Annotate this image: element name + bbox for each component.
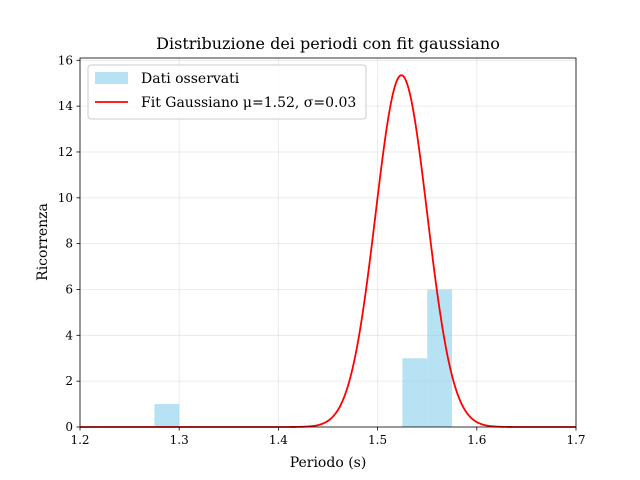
y-tick-label: 0	[65, 420, 73, 434]
legend-label-fit: Fit Gaussiano μ=1.52, σ=0.03	[141, 95, 356, 111]
x-ticks: 1.2 1.3 1.4 1.5 1.6 1.7	[70, 427, 586, 447]
y-tick-label: 12	[58, 145, 73, 159]
histogram-bar	[402, 358, 428, 427]
y-tick-label: 6	[65, 282, 73, 296]
chart-title: Distribuzione dei periodi con fit gaussi…	[156, 34, 500, 53]
y-tick-label: 8	[65, 237, 73, 251]
legend-swatch-histogram	[95, 72, 128, 84]
y-tick-label: 16	[58, 53, 73, 67]
y-tick-label: 10	[58, 191, 73, 205]
x-tick-label: 1.6	[467, 433, 486, 447]
plot-frame	[79, 57, 577, 428]
legend-box	[87, 64, 367, 120]
y-tick-label: 14	[58, 99, 74, 113]
y-axis-label: Ricorrenza	[35, 203, 51, 281]
x-tick-label: 1.5	[368, 433, 387, 447]
gaussian-fit	[80, 74, 576, 428]
y-tick-label: 4	[65, 328, 73, 342]
fit-curve	[80, 74, 576, 428]
x-tick-label: 1.4	[269, 433, 288, 447]
histogram-bar	[154, 404, 180, 427]
x-tick-label: 1.2	[70, 433, 89, 447]
legend-label-histogram: Dati osservati	[141, 71, 240, 87]
histogram-bars	[154, 289, 452, 427]
x-tick-label: 1.7	[566, 433, 585, 447]
x-tick-label: 1.3	[170, 433, 189, 447]
y-tick-label: 2	[65, 374, 73, 388]
legend: Dati osservati Fit Gaussiano μ=1.52, σ=0…	[87, 64, 367, 120]
x-axis-label: Periodo (s)	[290, 455, 367, 471]
y-ticks: 0 2 4 6 8 10 12 14 16	[58, 53, 80, 434]
